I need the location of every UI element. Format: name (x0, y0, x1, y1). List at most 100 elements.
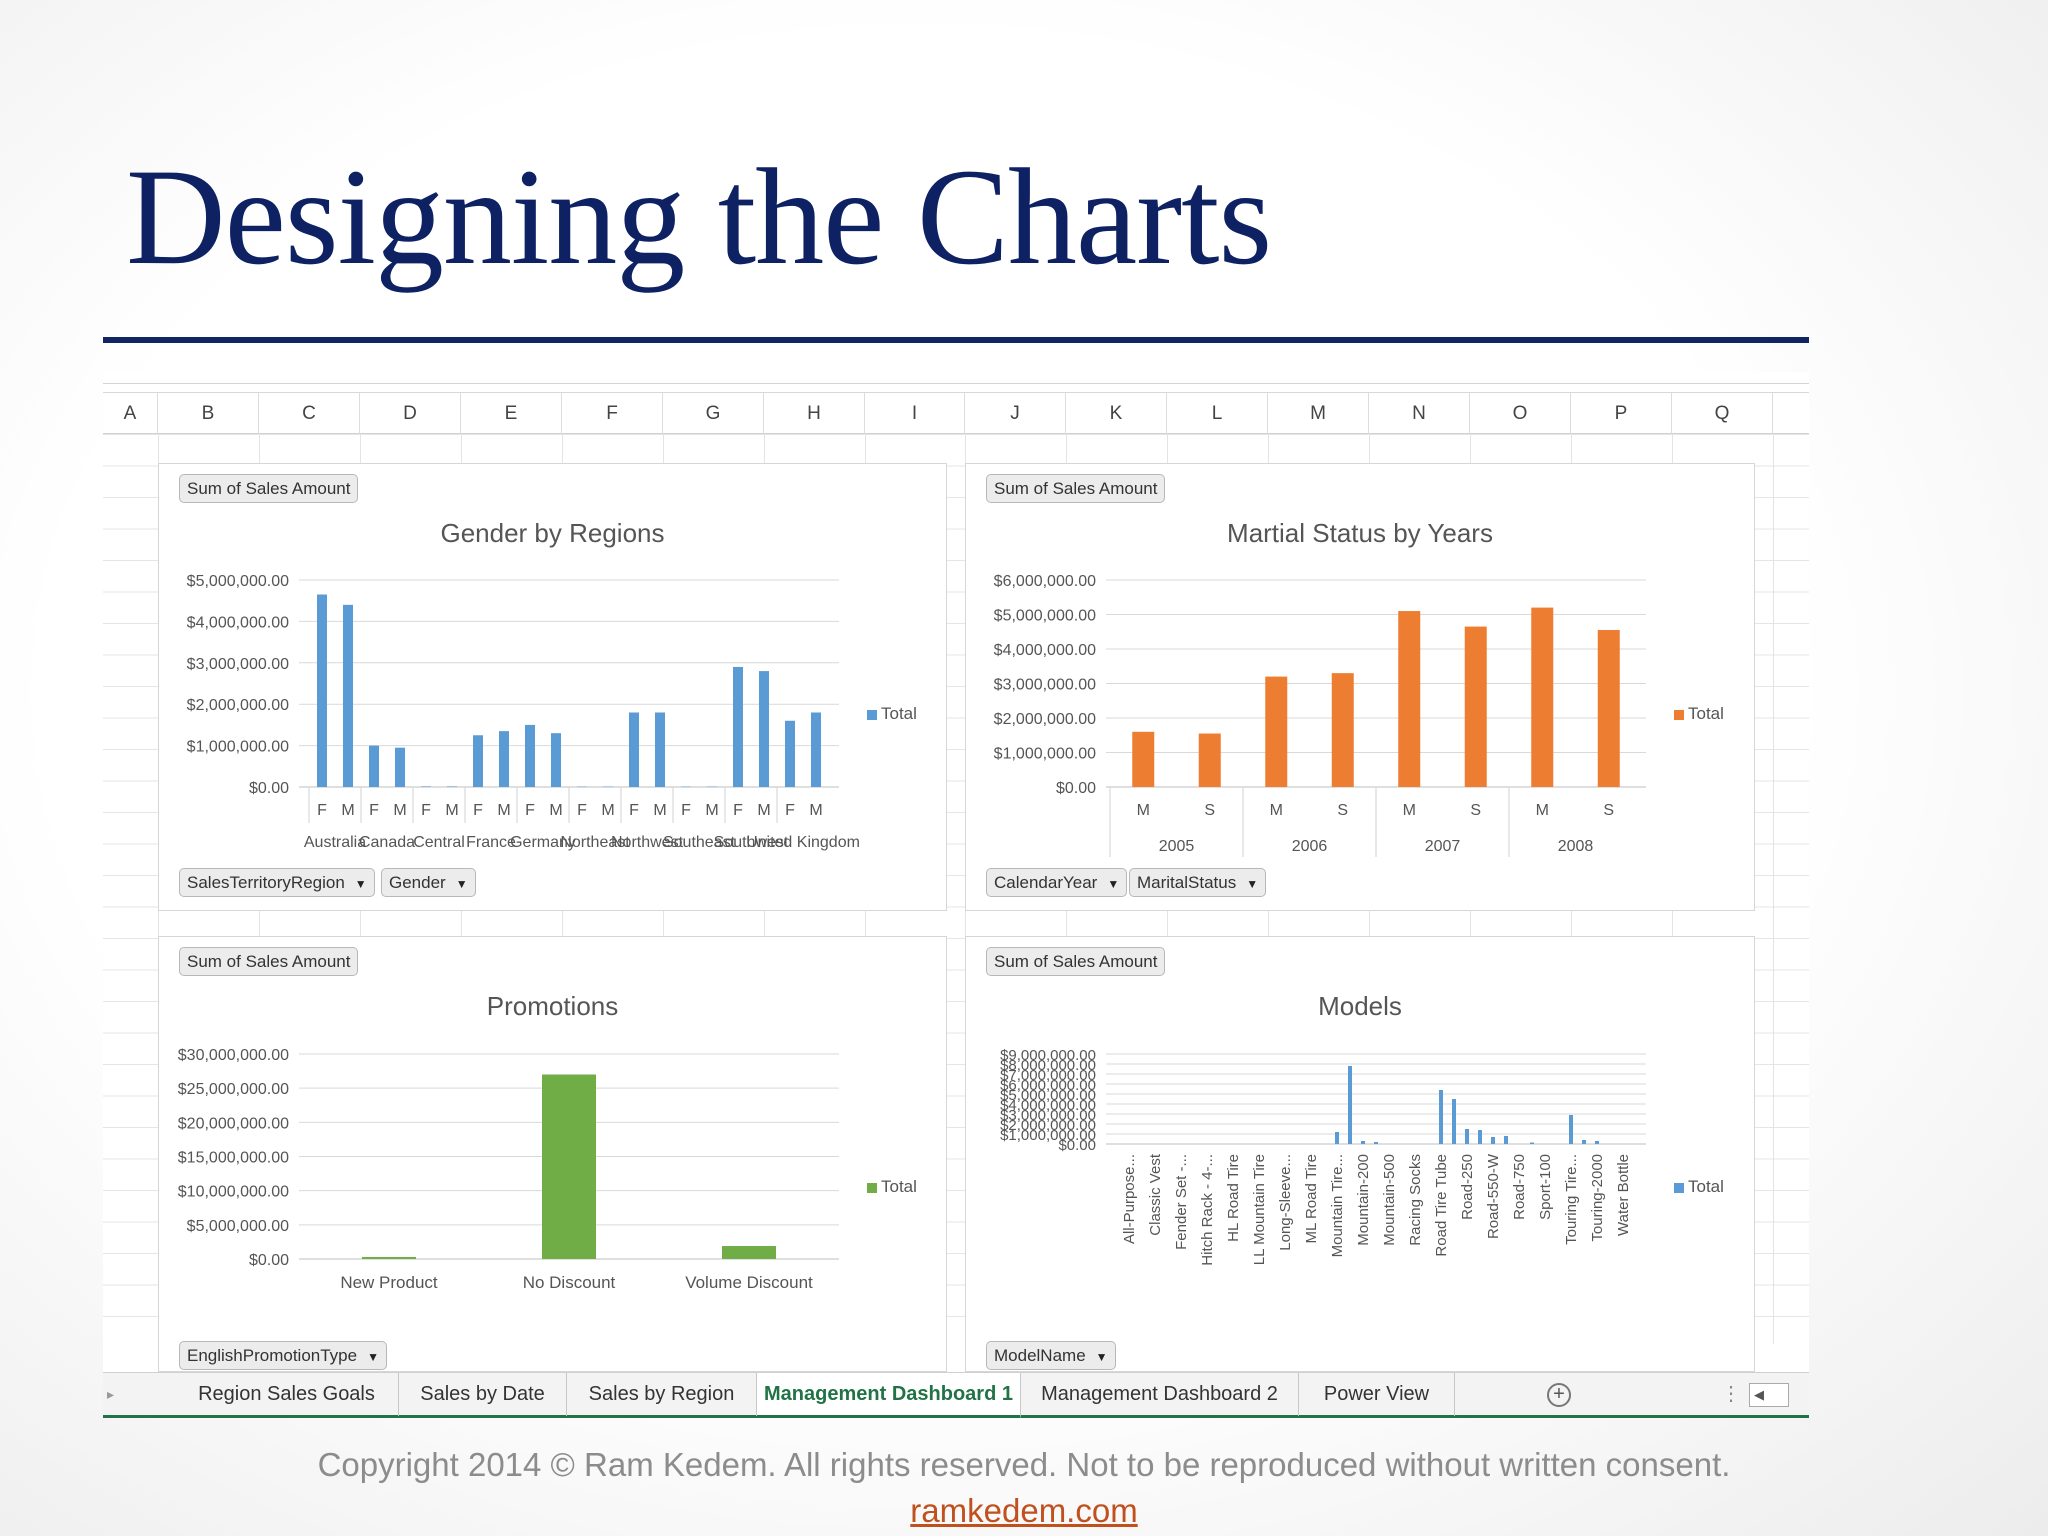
column-header[interactable]: E (461, 393, 562, 435)
tab-sales-by-region[interactable]: Sales by Region (567, 1373, 757, 1416)
x-tick-label: LL Mountain Tire (1251, 1154, 1268, 1265)
x-group-label: Canada (359, 834, 415, 851)
bar (1595, 1141, 1599, 1144)
value-field-button[interactable]: Sum of Sales Amount (986, 947, 1166, 976)
x-tick-label: Mountain Tire... (1329, 1154, 1346, 1257)
chart-gender-by-regions[interactable]: Sum of Sales Amount Gender by Regions $0… (158, 463, 947, 911)
axis-field-label: CalendarYear (994, 873, 1098, 892)
chart-title: Gender by Regions (440, 518, 665, 548)
y-tick-label: $2,000,000.00 (1000, 1117, 1096, 1134)
bar (1398, 611, 1421, 787)
chart-title: Martial Status by Years (1227, 518, 1493, 548)
y-tick-label: $3,000,000.00 (187, 656, 289, 673)
x-subcategory-label: F (421, 802, 431, 819)
column-header[interactable]: C (259, 393, 360, 435)
y-tick-label: $1,000,000.00 (1000, 1127, 1096, 1144)
column-header[interactable]: N (1369, 393, 1470, 435)
legend-label: Total (1688, 1177, 1724, 1196)
column-header[interactable]: A (103, 393, 158, 435)
website-link[interactable]: ramkedem.com (910, 1492, 1138, 1529)
x-subcategory-label: M (341, 802, 354, 819)
x-subcategory-label: F (525, 802, 535, 819)
column-header[interactable]: J (965, 393, 1066, 435)
title-rule (103, 337, 1809, 343)
x-subcategory-label: M (445, 802, 458, 819)
y-tick-label: $0.00 (249, 1252, 289, 1269)
y-tick-label: $1,000,000.00 (994, 746, 1096, 763)
footer-link-wrap: ramkedem.com (0, 1492, 2048, 1530)
axis-field-button-marital[interactable]: MaritalStatus ▼ (1129, 868, 1267, 897)
x-subcategory-label: M (653, 802, 666, 819)
dropdown-arrow-icon[interactable]: ▼ (1095, 1350, 1108, 1364)
value-field-button[interactable]: Sum of Sales Amount (179, 947, 359, 976)
x-subcategory-label: M (393, 802, 406, 819)
bar (1348, 1066, 1352, 1144)
axis-field-button-model[interactable]: ModelName ▼ (986, 1341, 1116, 1370)
bar (811, 712, 821, 787)
y-tick-label: $4,000,000.00 (994, 642, 1096, 659)
column-header[interactable]: M (1268, 393, 1369, 435)
chart-promotions[interactable]: Sum of Sales Amount Promotions $0.00 $5,0… (158, 936, 947, 1372)
value-field-button[interactable]: Sum of Sales Amount (179, 474, 359, 503)
tab-scroll-arrow-icon[interactable]: ▸ (107, 1386, 115, 1402)
bar (733, 666, 743, 787)
column-header[interactable]: G (663, 393, 764, 435)
tab-sales-by-date[interactable]: Sales by Date (399, 1373, 567, 1416)
slide-title: Designing the Charts (126, 140, 1272, 293)
column-header[interactable]: Q (1672, 393, 1773, 435)
add-sheet-icon[interactable]: + (1547, 1383, 1571, 1407)
column-header[interactable]: I (865, 393, 965, 435)
axis-field-button-promotion[interactable]: EnglishPromotionType ▼ (179, 1341, 387, 1370)
x-subcategory-label: F (369, 802, 379, 819)
x-tick-label: New Product (340, 1273, 438, 1292)
x-subcategory-label: S (1337, 802, 1348, 819)
tab-management-dashboard-2[interactable]: Management Dashboard 2 (1021, 1373, 1299, 1416)
axis-field-button-gender[interactable]: Gender ▼ (381, 868, 476, 897)
y-tick-label: $4,000,000.00 (187, 614, 289, 631)
tab-management-dashboard-1[interactable]: Management Dashboard 1 (757, 1373, 1021, 1418)
axis-field-button-year[interactable]: CalendarYear ▼ (986, 868, 1128, 897)
chart-legend: Total (867, 704, 917, 724)
chart-title: Models (1318, 991, 1402, 1021)
column-header[interactable]: H (764, 393, 865, 435)
y-tick-label: $1,000,000.00 (187, 739, 289, 756)
column-header[interactable]: L (1167, 393, 1268, 435)
axis-field-button-region[interactable]: SalesTerritoryRegion ▼ (179, 868, 375, 897)
value-field-button[interactable]: Sum of Sales Amount (986, 474, 1166, 503)
chart-models[interactable]: Sum of Sales Amount Models $0.00 $1,000,0… (965, 936, 1755, 1372)
x-group-label: Northeast (560, 834, 630, 851)
bar (1439, 1090, 1443, 1144)
x-group-label: Northwest (611, 834, 684, 851)
x-subcategory-label: M (549, 802, 562, 819)
x-tick-label: Classic Vest (1147, 1153, 1164, 1236)
dropdown-arrow-icon[interactable]: ▼ (1246, 877, 1259, 891)
column-header[interactable]: D (360, 393, 461, 435)
x-tick-label: ML Road Tire (1303, 1154, 1320, 1243)
horizontal-scrollbar[interactable]: ◀ (1749, 1383, 1789, 1407)
bar (499, 731, 509, 787)
more-options-icon[interactable]: ⋮ (1721, 1383, 1741, 1405)
x-tick-label: Road-250 (1459, 1154, 1476, 1220)
x-subcategory-label: M (1270, 802, 1283, 819)
x-tick-label: Hitch Rack - 4-... (1199, 1154, 1216, 1266)
dropdown-arrow-icon[interactable]: ▼ (455, 877, 468, 891)
bar (759, 671, 769, 787)
dropdown-arrow-icon[interactable]: ▼ (1107, 877, 1120, 891)
tab-region-sales-goals[interactable]: Region Sales Goals (175, 1373, 399, 1416)
bar (1478, 1130, 1482, 1144)
dropdown-arrow-icon[interactable]: ▼ (354, 877, 367, 891)
tab-power-view[interactable]: Power View (1299, 1373, 1455, 1416)
column-header[interactable]: B (158, 393, 259, 435)
x-tick-label: No Discount (523, 1273, 616, 1292)
x-group-label: 2008 (1558, 838, 1594, 855)
dropdown-arrow-icon[interactable]: ▼ (367, 1350, 379, 1364)
bar (1531, 607, 1554, 787)
bar (655, 712, 665, 787)
column-header[interactable]: O (1470, 393, 1571, 435)
column-header[interactable]: K (1066, 393, 1167, 435)
column-header[interactable]: P (1571, 393, 1672, 435)
chart-marital-status-by-years[interactable]: Sum of Sales Amount Martial Status by Ye… (965, 463, 1755, 911)
column-header[interactable]: F (562, 393, 663, 435)
bar (1452, 1099, 1456, 1144)
bar (551, 733, 561, 787)
